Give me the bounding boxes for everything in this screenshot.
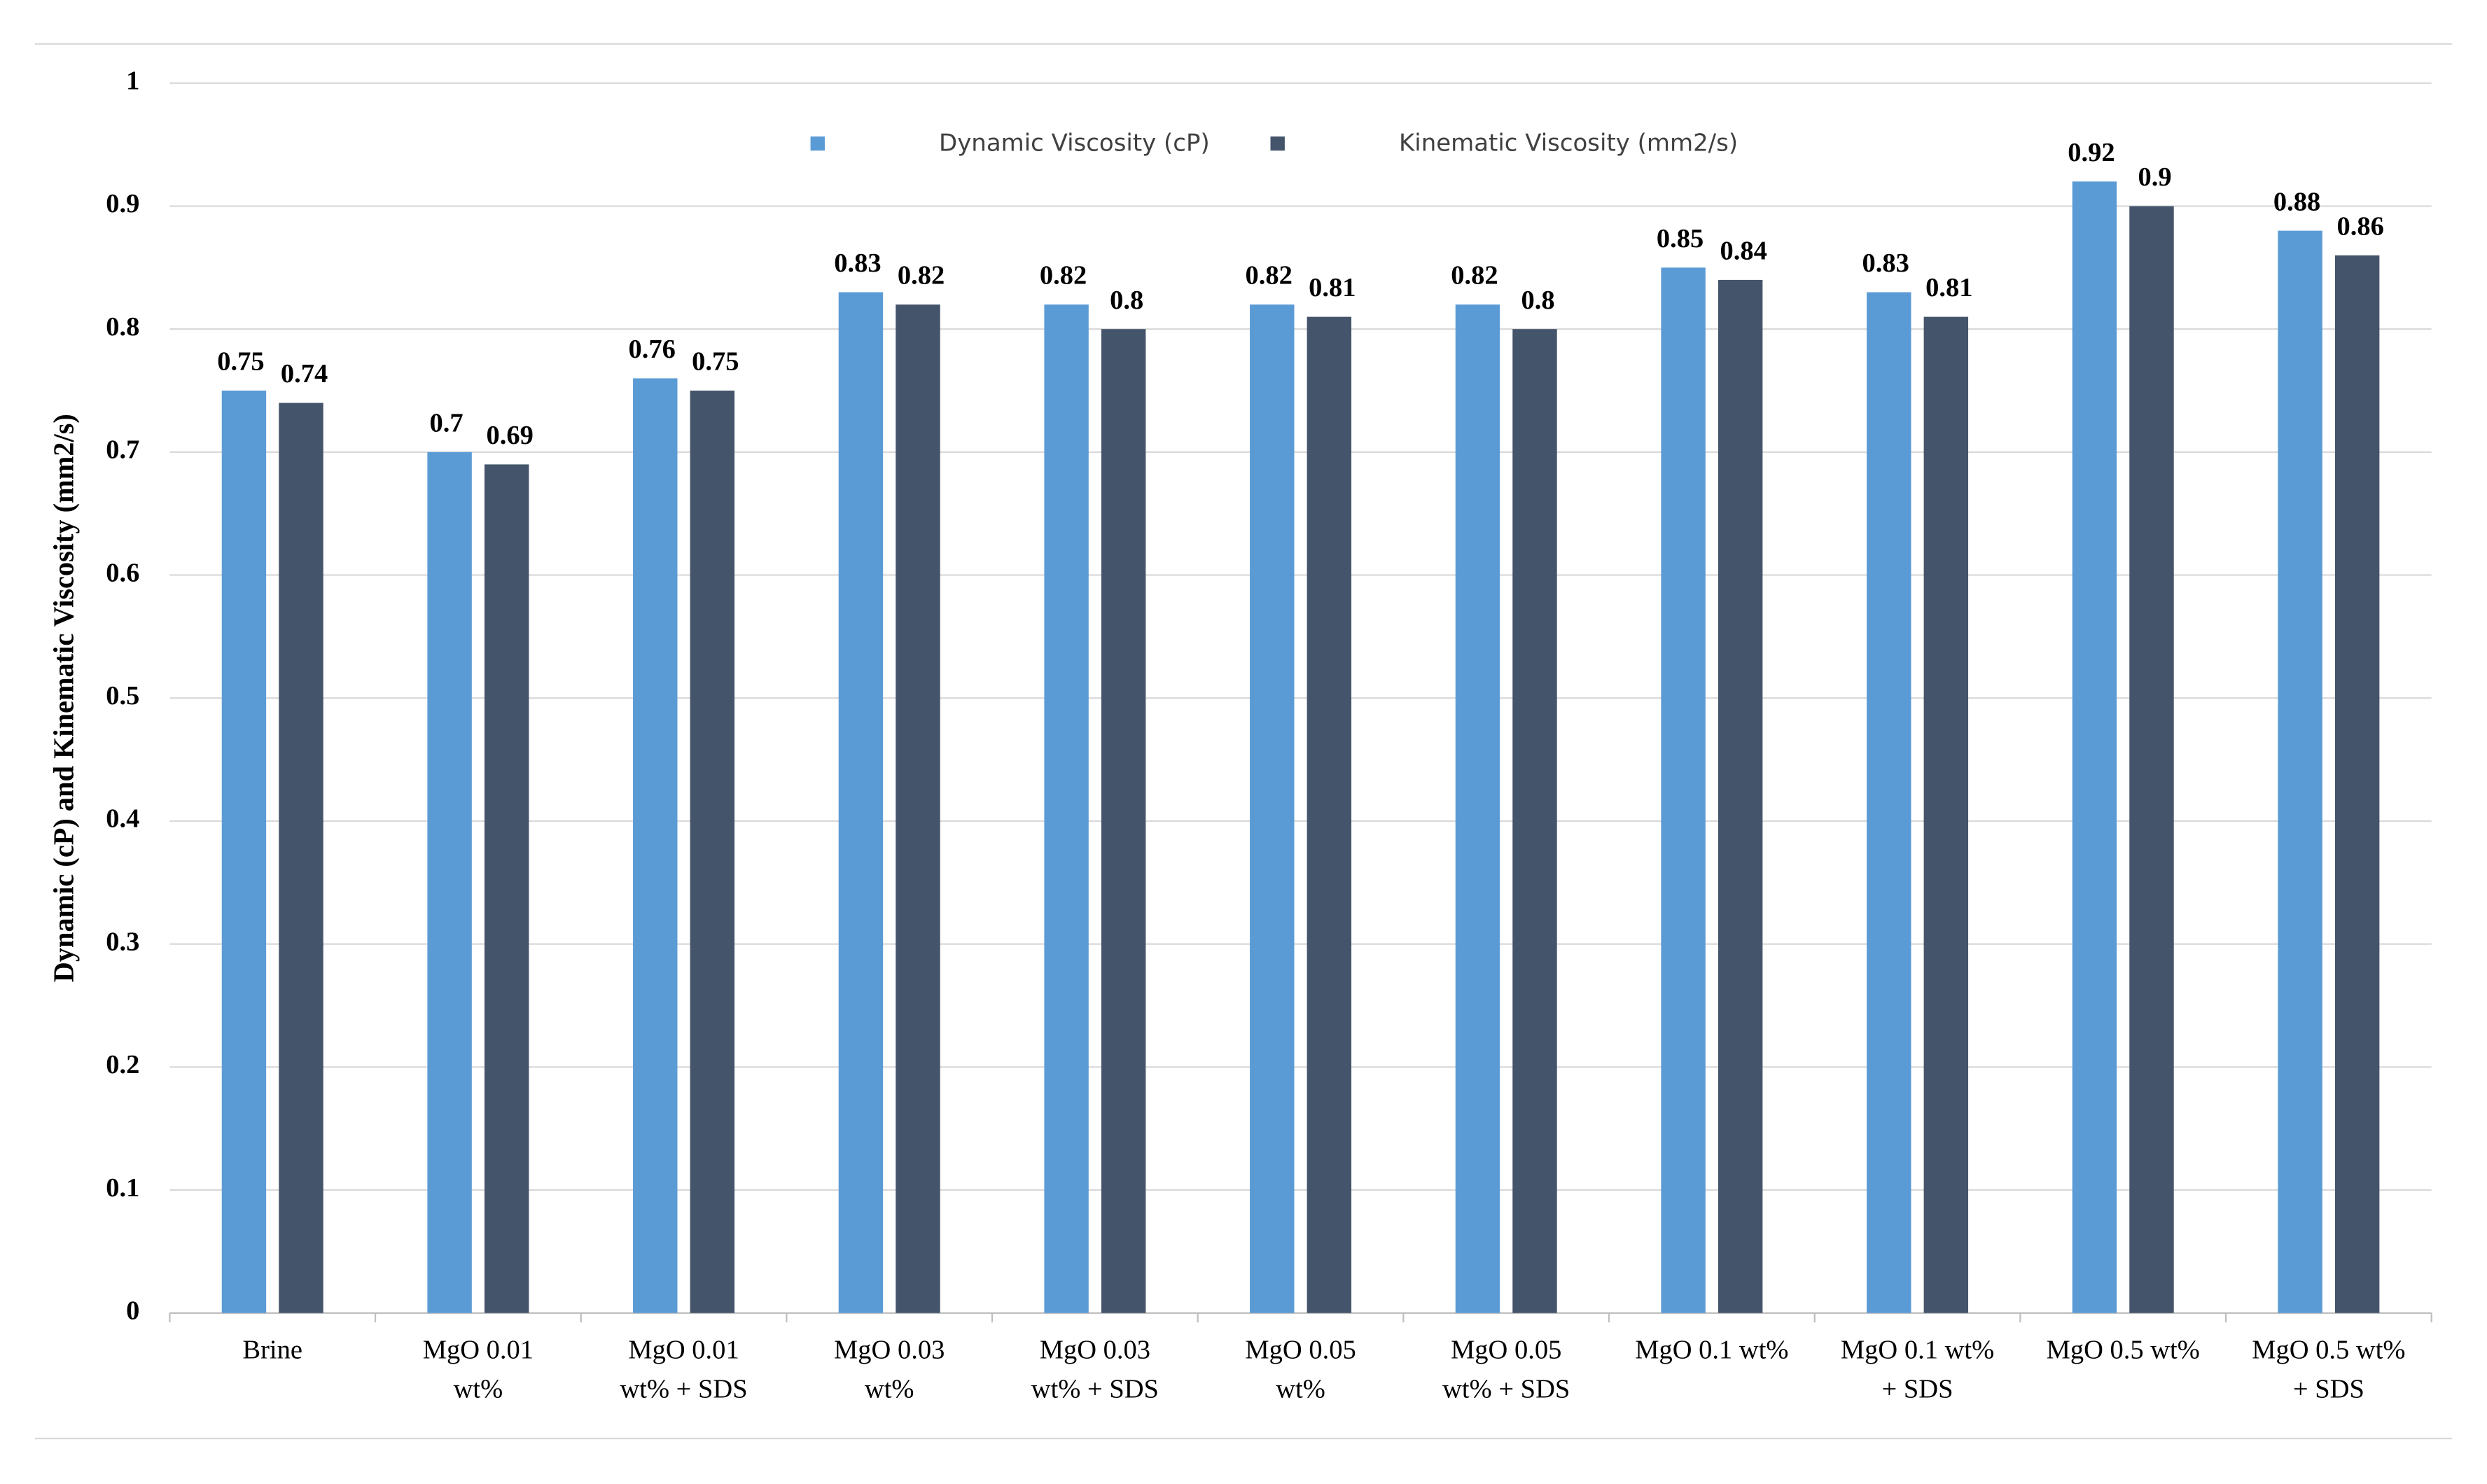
value-label: 0.7 bbox=[430, 409, 464, 438]
value-label: 0.82 bbox=[1451, 261, 1498, 290]
y-axis-title: Dynamic (cP) and Kinematic Viscosity (mm… bbox=[48, 414, 79, 982]
value-label: 0.75 bbox=[217, 347, 264, 377]
y-tick-label: 0.9 bbox=[106, 189, 139, 218]
value-label: 0.83 bbox=[834, 248, 881, 278]
value-label: 0.8 bbox=[1521, 286, 1554, 315]
value-label: 0.88 bbox=[2273, 187, 2320, 216]
bar bbox=[221, 391, 267, 1313]
value-label: 0.74 bbox=[281, 359, 328, 388]
bar bbox=[1250, 304, 1295, 1313]
y-tick-label: 0.1 bbox=[106, 1173, 139, 1203]
value-label: 0.82 bbox=[1246, 261, 1293, 290]
legend-swatch bbox=[810, 136, 825, 151]
bar bbox=[2334, 255, 2380, 1313]
bar bbox=[838, 292, 884, 1313]
bar bbox=[1661, 267, 1706, 1313]
x-tick-label: MgO 0.1 wt% bbox=[1635, 1336, 1788, 1365]
value-label: 0.69 bbox=[486, 421, 533, 450]
bar bbox=[1923, 316, 1969, 1313]
y-tick-label: 0.5 bbox=[106, 681, 139, 710]
bar bbox=[484, 464, 529, 1313]
y-tick-label: 0.2 bbox=[106, 1050, 139, 1079]
y-tick-label: 1 bbox=[126, 66, 139, 96]
bar bbox=[1307, 316, 1352, 1313]
y-tick-label: 0.4 bbox=[106, 804, 139, 834]
bar bbox=[1455, 304, 1500, 1313]
value-label: 0.76 bbox=[629, 335, 676, 364]
bar bbox=[896, 304, 940, 1313]
bar bbox=[2072, 181, 2117, 1313]
bar bbox=[1044, 304, 1089, 1313]
x-tick-label: MgO 0.5 wt% bbox=[2047, 1336, 2200, 1365]
bar bbox=[2129, 206, 2174, 1313]
x-tick-label: MgO 0.5 wt% + SDS bbox=[2252, 1336, 2405, 1404]
value-label: 0.82 bbox=[898, 261, 945, 290]
legend-text: Dynamic Viscosity (cP) bbox=[939, 130, 1210, 157]
value-label: 0.81 bbox=[1925, 273, 1972, 302]
y-tick-label: 0.3 bbox=[106, 927, 139, 957]
x-tick-label: MgO 0.03 wt% bbox=[834, 1336, 945, 1404]
value-label: 0.75 bbox=[692, 347, 739, 377]
value-label: 0.85 bbox=[1657, 224, 1704, 253]
value-label: 0.9 bbox=[2138, 162, 2171, 192]
x-tick-label: MgO 0.05 wt% + SDS bbox=[1442, 1336, 1570, 1404]
value-label: 0.86 bbox=[2336, 212, 2383, 241]
bar bbox=[1718, 279, 1763, 1313]
y-tick-label: 0 bbox=[126, 1296, 139, 1326]
bar bbox=[1101, 329, 1146, 1313]
value-label: 0.92 bbox=[2068, 138, 2115, 167]
x-tick-label: MgO 0.01 wt% + SDS bbox=[620, 1336, 747, 1404]
x-tick-label: MgO 0.1 wt% + SDS bbox=[1841, 1336, 1994, 1404]
value-label: 0.83 bbox=[1862, 248, 1909, 278]
legend-text: Kinematic Viscosity (mm2/s) bbox=[1399, 130, 1738, 157]
value-label: 0.8 bbox=[1110, 286, 1143, 315]
y-tick-label: 0.6 bbox=[106, 558, 139, 587]
bar bbox=[1512, 329, 1557, 1313]
x-tick-label: MgO 0.05 wt% bbox=[1245, 1336, 1356, 1404]
x-tick-label: Brine bbox=[242, 1336, 302, 1365]
legend-swatch bbox=[1270, 136, 1285, 151]
value-label: 0.81 bbox=[1309, 273, 1356, 302]
bar bbox=[279, 402, 323, 1313]
y-tick-label: 0.7 bbox=[106, 435, 139, 465]
bar bbox=[690, 391, 735, 1313]
value-label: 0.82 bbox=[1040, 261, 1087, 290]
bar bbox=[633, 378, 678, 1313]
x-tick-label: MgO 0.01 wt% bbox=[423, 1336, 534, 1404]
value-label: 0.84 bbox=[1720, 237, 1767, 266]
y-tick-label: 0.8 bbox=[106, 312, 139, 342]
bar bbox=[427, 451, 472, 1313]
x-tick-label: MgO 0.03 wt% + SDS bbox=[1031, 1336, 1159, 1404]
bar bbox=[2278, 230, 2322, 1313]
bar bbox=[1867, 292, 1911, 1313]
